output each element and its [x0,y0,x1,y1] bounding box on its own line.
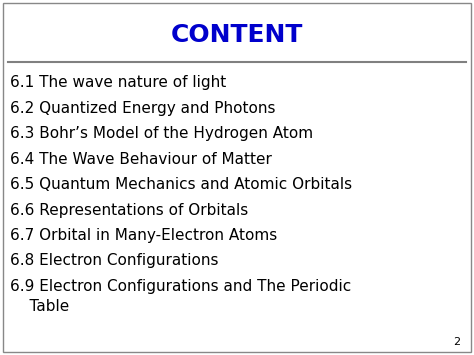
Text: 6.7 Orbital in Many-Electron Atoms: 6.7 Orbital in Many-Electron Atoms [10,228,277,243]
Text: 6.6 Representations of Orbitals: 6.6 Representations of Orbitals [10,202,248,218]
Text: 6.8 Electron Configurations: 6.8 Electron Configurations [10,253,219,268]
Text: CONTENT: CONTENT [171,23,303,47]
Text: 6.9 Electron Configurations and The Periodic
    Table: 6.9 Electron Configurations and The Peri… [10,279,351,314]
Text: 6.5 Quantum Mechanics and Atomic Orbitals: 6.5 Quantum Mechanics and Atomic Orbital… [10,177,352,192]
Text: 6.1 The wave nature of light: 6.1 The wave nature of light [10,75,226,90]
Text: 2: 2 [453,337,460,347]
Text: 6.4 The Wave Behaviour of Matter: 6.4 The Wave Behaviour of Matter [10,152,272,166]
Text: 6.3 Bohr’s Model of the Hydrogen Atom: 6.3 Bohr’s Model of the Hydrogen Atom [10,126,313,141]
Text: 6.2 Quantized Energy and Photons: 6.2 Quantized Energy and Photons [10,100,275,115]
